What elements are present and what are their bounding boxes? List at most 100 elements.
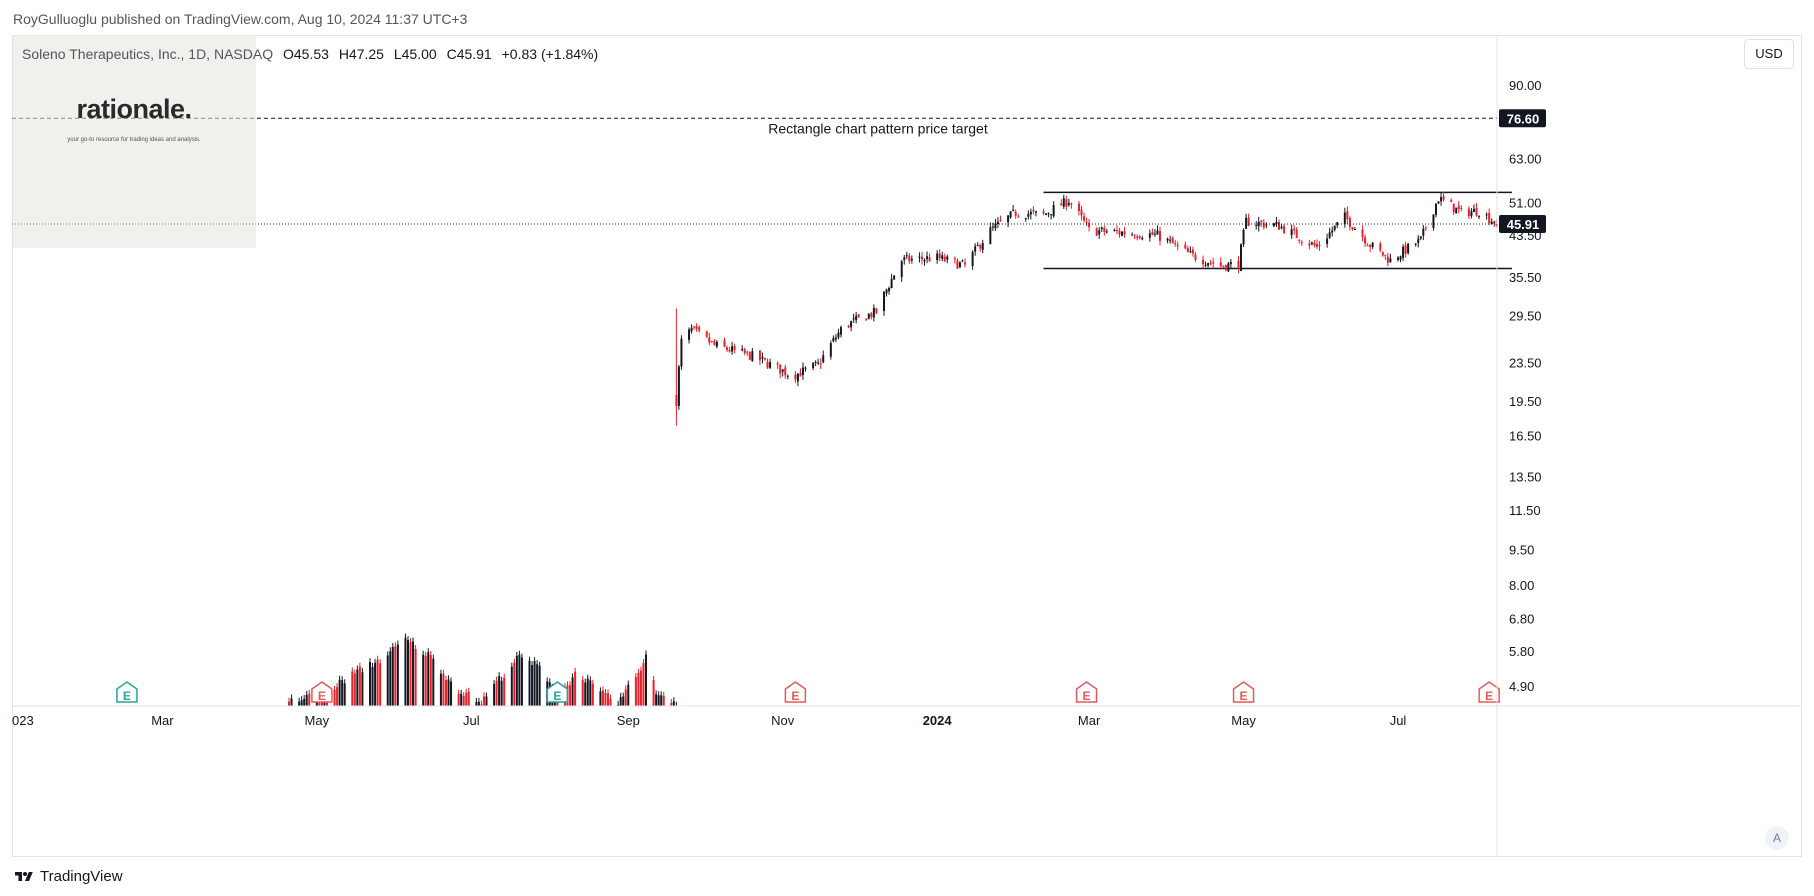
volume-bar — [444, 679, 447, 706]
candle-body — [938, 253, 941, 259]
earnings-badge-label: E — [123, 689, 131, 703]
candle-body — [1434, 203, 1437, 215]
candle-body — [834, 337, 837, 340]
volume-bar — [531, 665, 534, 706]
y-tick-label: 4.90 — [1509, 679, 1534, 694]
currency-button[interactable]: USD — [1744, 39, 1794, 69]
candle-body — [1298, 239, 1301, 241]
volume-bar — [503, 677, 506, 706]
candle-body — [733, 346, 736, 350]
volume-bar — [622, 696, 625, 706]
candle-body — [1047, 213, 1050, 215]
earnings-icon[interactable]: E — [546, 681, 569, 703]
earnings-icon[interactable]: E — [1478, 681, 1500, 703]
candle-body — [1313, 242, 1316, 246]
candle-body — [1277, 222, 1280, 230]
candle-body — [1153, 233, 1156, 235]
volume-bar — [467, 691, 470, 706]
volume-bar — [599, 691, 602, 706]
x-tick-label: Nov — [771, 713, 795, 728]
footer-brand[interactable]: TradingView — [13, 868, 123, 885]
volume-bar — [601, 690, 604, 706]
rectangle-pattern — [1043, 191, 1512, 270]
candle-body — [769, 362, 772, 368]
earnings-badge-label: E — [791, 689, 799, 703]
candle-body — [1240, 244, 1243, 271]
candle-body — [713, 341, 716, 345]
candle-body — [855, 315, 858, 321]
volume-bar — [670, 703, 673, 706]
volume-bar — [336, 687, 339, 706]
y-tick-label: 43.50 — [1509, 228, 1542, 243]
y-tick-label: 8.00 — [1509, 578, 1534, 593]
candle-body — [1151, 231, 1154, 235]
candle-body — [799, 372, 802, 377]
candle-body — [794, 374, 797, 380]
candle-body — [1060, 203, 1063, 206]
earnings-icon[interactable]: E — [1075, 681, 1098, 703]
earnings-icon[interactable]: E — [311, 681, 333, 703]
volume-bar — [510, 666, 513, 706]
time-axis: 023 Mar May Jul Sep Nov 2024 Mar May Jul — [12, 705, 1802, 728]
candle-body — [847, 326, 850, 328]
volume-bar — [457, 693, 460, 706]
x-tick-label: 023 — [12, 713, 34, 728]
candle-body — [1095, 228, 1098, 236]
legend-change: +0.83 (+1.84%) — [501, 46, 599, 62]
y-tick-label: 9.50 — [1509, 542, 1534, 557]
candle-body — [814, 362, 817, 364]
candle-body — [981, 243, 984, 250]
legend-symbol: Soleno Therapeutics, Inc., 1D, NASDAQ — [22, 46, 274, 62]
candle-body — [1077, 203, 1080, 212]
volume-bar — [637, 672, 640, 706]
volume-bar — [333, 689, 336, 706]
candle-body — [1194, 254, 1197, 260]
volume-bar — [389, 651, 392, 706]
volume-bar — [442, 673, 445, 706]
candle-body — [1467, 208, 1470, 217]
candle-body — [883, 291, 886, 311]
x-tick-label: Jul — [463, 713, 480, 728]
candle-body — [1440, 197, 1443, 202]
candle-body — [1229, 262, 1232, 265]
candle-body — [1407, 243, 1410, 253]
volume-bar — [495, 680, 498, 706]
candle-body — [1133, 236, 1136, 238]
auto-scale-button[interactable]: A — [1765, 826, 1789, 850]
y-tick-label: 35.50 — [1509, 270, 1542, 285]
candle-body — [1062, 198, 1065, 207]
candle-body — [979, 244, 982, 249]
earnings-icon[interactable]: E — [116, 681, 138, 703]
volume-bar — [298, 701, 301, 706]
volume-bar — [341, 680, 344, 706]
candle-body — [1131, 234, 1134, 236]
candle-body — [1080, 209, 1083, 216]
candle-body — [1315, 243, 1318, 247]
candle-body — [1186, 248, 1189, 253]
y-tick-label: 63.00 — [1509, 152, 1542, 167]
y-tick-label: 29.50 — [1509, 308, 1542, 323]
candle-body — [1452, 203, 1455, 213]
candle-body — [857, 314, 860, 318]
symbol-legend: Soleno Therapeutics, Inc., 1D, NASDAQ O4… — [22, 46, 598, 62]
earnings-icon[interactable]: E — [1232, 681, 1255, 703]
volume-bar — [447, 679, 450, 706]
candle-body — [1318, 244, 1321, 246]
target-line: Rectangle chart pattern price target 76.6… — [12, 109, 1546, 136]
volume-bar — [520, 657, 523, 706]
candle-body — [1052, 205, 1055, 217]
volume-bar — [432, 658, 435, 706]
volume-bar — [406, 640, 409, 706]
candle-body — [1488, 213, 1491, 223]
candle-body — [1381, 251, 1384, 256]
candle-body — [1293, 228, 1296, 231]
earnings-icon[interactable]: E — [784, 681, 807, 703]
candle-body — [872, 307, 875, 318]
candle-body — [850, 321, 853, 328]
candle-body — [1414, 243, 1417, 245]
candle-body — [1275, 222, 1278, 225]
candle-body — [1351, 227, 1354, 230]
candle-body — [890, 278, 893, 289]
candle-body — [1346, 211, 1349, 220]
